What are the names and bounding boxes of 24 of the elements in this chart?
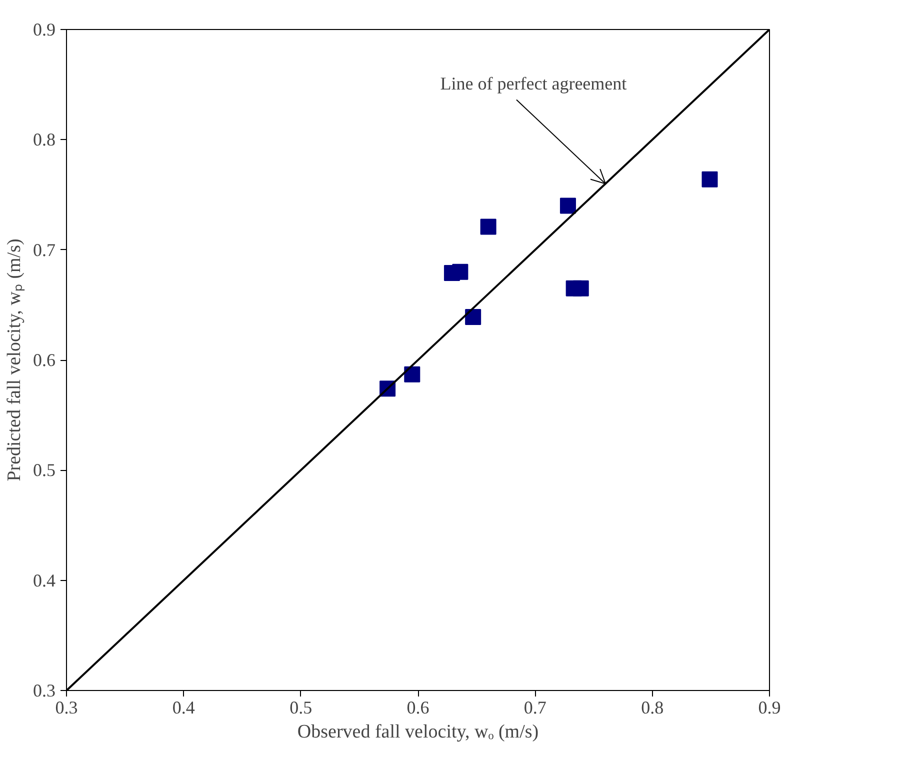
point: [404, 366, 420, 382]
y-tick-label: 0.5: [33, 460, 56, 480]
y-tick-label: 0.8: [33, 130, 56, 150]
point: [702, 171, 718, 188]
x-tick-label: 0.7: [524, 698, 546, 718]
point: [572, 280, 589, 296]
x-tick-label: 0.3: [55, 698, 78, 718]
x-tick-label: 0.5: [290, 698, 312, 718]
y-tick-label: 0.4: [33, 570, 56, 590]
y-tick-label: 0.7: [33, 240, 56, 260]
point: [452, 264, 468, 280]
annotation: Line of perfect agreement: [440, 74, 627, 94]
x-tick-label: 0.8: [641, 698, 664, 718]
x-tick-label: 0.6: [406, 698, 430, 718]
point: [560, 198, 576, 214]
y-tick-label: 0.6: [33, 350, 56, 370]
x-tick-label: 0.4: [172, 698, 195, 718]
x-axis-title: Observed fall velocity, wₒ (m/s): [297, 722, 539, 742]
y-axis-title: Predicted fall velocity, wₚ (m/s): [4, 238, 25, 482]
x-tick-label: 0.9: [758, 698, 781, 718]
point: [480, 218, 496, 235]
y-tick-label: 0.3: [33, 680, 56, 700]
point: [465, 309, 482, 326]
y-tick-label: 0.9: [33, 20, 56, 40]
